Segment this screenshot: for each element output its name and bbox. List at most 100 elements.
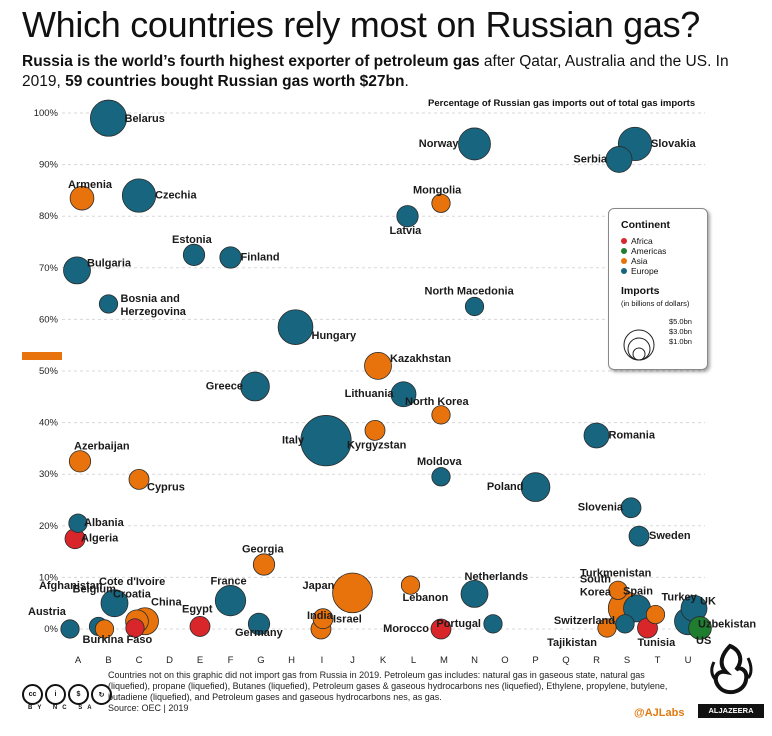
country-label: India	[307, 610, 334, 622]
page-title: Which countries rely most on Russian gas…	[22, 4, 700, 45]
country-point	[464, 296, 485, 317]
legend-imports-sub: (in billions of dollars)	[621, 299, 690, 308]
decorative-bar	[22, 352, 62, 360]
x-tick-label: H	[288, 655, 295, 666]
country-point	[300, 415, 352, 467]
country-label: Turkmenistan	[580, 567, 652, 579]
country-point	[312, 608, 334, 630]
country-point	[483, 614, 503, 634]
country-point	[121, 178, 157, 213]
country-label: Moldova	[417, 456, 462, 468]
country-point	[125, 618, 145, 638]
europe-dot-icon	[621, 268, 627, 274]
country-point	[182, 243, 206, 266]
x-tick-label: A	[75, 655, 82, 666]
by-icon: i	[45, 684, 66, 705]
country-point	[90, 99, 128, 137]
country-label: Tunisia	[638, 637, 677, 649]
country-label: Portugal	[436, 618, 481, 630]
country-point	[431, 467, 451, 487]
country-label: Latvia	[390, 225, 423, 237]
cc-icon: cc	[22, 684, 43, 705]
cc-license: cc i $ ↻	[22, 684, 112, 705]
sa-icon: ↻	[91, 684, 112, 705]
x-tick-label: S	[624, 655, 630, 666]
x-tick-label: O	[501, 655, 508, 666]
country-label: Sweden	[649, 530, 691, 542]
country-label: Uzbekistan	[698, 618, 756, 630]
country-label: Greece	[206, 380, 243, 392]
legend-continent-title: Continent	[621, 219, 670, 231]
country-label: UK	[700, 595, 716, 607]
x-tick-label: P	[532, 655, 538, 666]
country-point	[63, 256, 91, 285]
country-label: Israel	[333, 614, 362, 626]
country-label: North Macedonia	[425, 286, 515, 298]
country-point	[605, 146, 633, 173]
country-label: Turkey	[662, 592, 698, 604]
country-point	[597, 618, 617, 638]
country-label: Bosnia and Herzegovina	[121, 293, 187, 318]
y-tick-label: 100%	[34, 108, 59, 119]
country-point	[458, 127, 491, 161]
x-tick-label: U	[685, 655, 692, 666]
legend-size-5: $5.0bn	[669, 317, 692, 326]
country-label: Egypt	[182, 603, 213, 615]
country-label: Lebanon	[403, 592, 449, 604]
country-point	[431, 405, 451, 425]
country-label: Mongolia	[413, 184, 462, 196]
country-label: US	[696, 635, 711, 647]
country-point	[615, 614, 635, 634]
country-label: Armenia	[68, 179, 113, 191]
footer-note-text: Countries not on this graphic did not im…	[108, 670, 668, 702]
country-point	[247, 612, 271, 635]
y-tick-label: 90%	[39, 160, 59, 171]
country-label: Georgia	[242, 544, 284, 556]
country-label: Kyrgyzstan	[347, 439, 407, 451]
country-point	[69, 185, 95, 211]
x-tick-label: F	[228, 655, 234, 666]
country-label: Estonia	[172, 234, 213, 246]
country-label: Norway	[419, 138, 460, 150]
country-label: Slovenia	[578, 502, 624, 514]
country-label: Burkina Faso	[83, 634, 153, 646]
country-label: Croatia	[113, 588, 152, 600]
country-label: Belgium	[73, 583, 117, 595]
country-point	[430, 618, 452, 640]
x-tick-label: Q	[562, 655, 569, 666]
country-point	[68, 450, 92, 473]
legend-item-europe: Europe	[621, 266, 658, 276]
country-label: Azerbaijan	[74, 440, 130, 452]
country-point	[520, 472, 551, 502]
legend-imports-title: Imports	[621, 285, 660, 297]
country-label: Belarus	[125, 113, 165, 125]
country-point	[400, 575, 421, 595]
country-point	[100, 589, 129, 618]
country-label: Tajikistan	[547, 637, 597, 649]
legend-size-1: $1.0bn	[669, 337, 692, 346]
y-tick-label: 0%	[44, 624, 58, 635]
country-point	[431, 193, 451, 213]
country-label: Morocco	[383, 623, 429, 635]
country-point	[688, 616, 712, 640]
country-label: Hungary	[312, 330, 358, 342]
country-label: South Korea	[580, 573, 612, 598]
nc-icon: $	[68, 684, 89, 705]
legend-item-africa: Africa	[621, 236, 653, 246]
country-point	[620, 497, 642, 519]
africa-dot-icon	[621, 238, 627, 244]
country-point	[608, 580, 628, 600]
y-tick-label: 20%	[39, 521, 59, 532]
country-point	[364, 419, 386, 441]
chart-title: Percentage of Russian gas imports out of…	[428, 98, 696, 109]
country-point	[628, 525, 650, 547]
x-tick-label: L	[411, 655, 416, 666]
legend-size-3: $3.0bn	[669, 327, 692, 336]
country-point	[68, 513, 88, 533]
country-label: Finland	[241, 251, 280, 263]
page-subtitle: Russia is the world’s fourth highest exp…	[22, 52, 762, 92]
x-tick-label: J	[350, 655, 355, 666]
country-label: Japan	[303, 580, 335, 592]
subtitle-bold2: 59 countries bought Russian gas worth $2…	[65, 73, 405, 90]
footer-source: Source: OEC | 2019	[108, 703, 189, 713]
